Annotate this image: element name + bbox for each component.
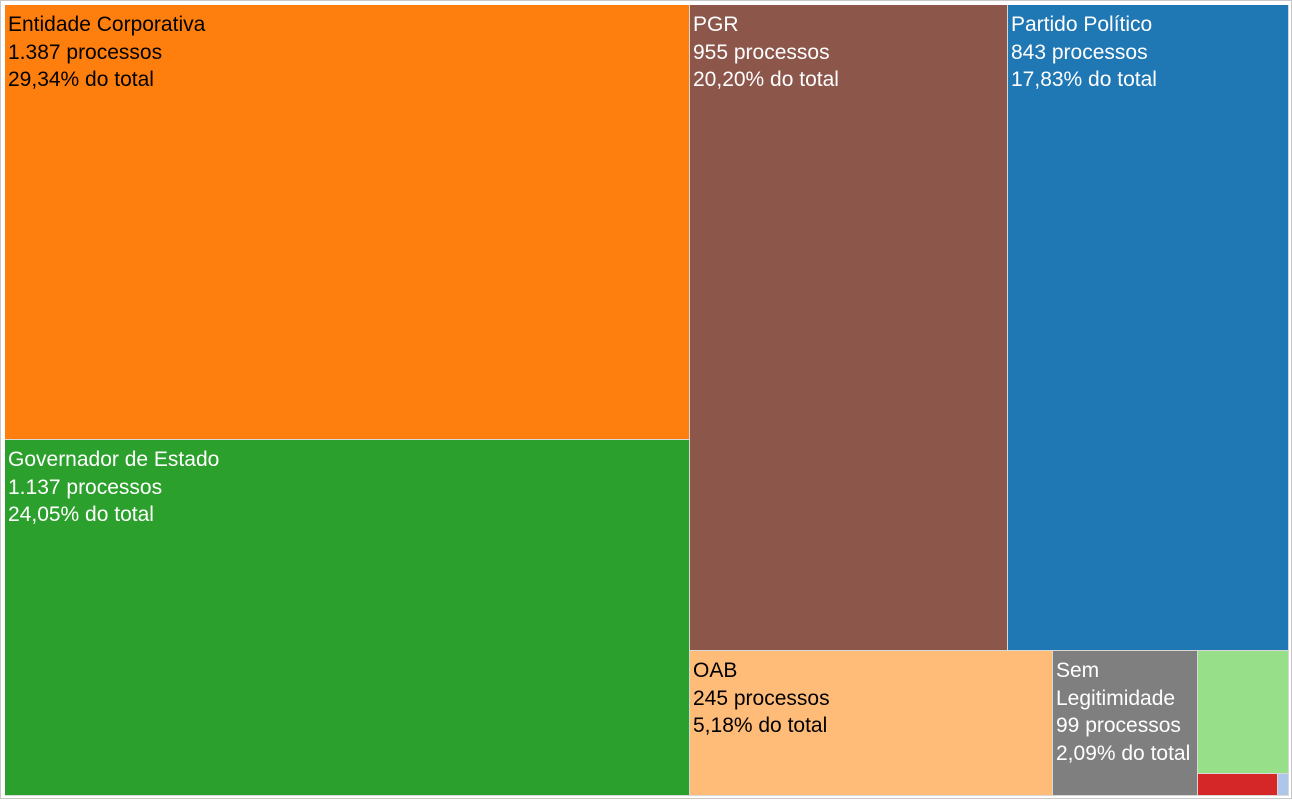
treemap-cell-partido-politico: Partido Político 843 processos 17,83% do t… [1008,5,1289,651]
cell-value: 843 processos [1011,40,1148,64]
cell-percent: 2,09% do total [1056,741,1191,765]
treemap-label: Entidade Corporativa 1.387 processos 29,34… [8,11,687,94]
cell-name: Governador de Estado [8,448,220,471]
treemap-cell-pgr: PGR 955 processos 20,20% do total [690,5,1008,651]
treemap-cell-governador-de-estado: Governador de Estado 1.137 processos 24,05… [5,440,690,796]
cell-name: Sem Legitimidade [1056,659,1176,710]
treemap-cell-9 [1278,774,1289,796]
cell-value: 99 processos [1056,714,1181,737]
treemap-cell-entidade-corporativa: Entidade Corporativa 1.387 processos 29,34… [5,5,690,440]
cell-percent: 20,20% do total [693,68,839,91]
cell-value: 245 processos [693,686,830,710]
cell-name: PGR [693,13,739,36]
treemap-cell-7 [1198,651,1289,774]
cell-percent: 29,34% do total [8,68,154,91]
treemap-cell-oab: OAB 245 processos 5,18% do total [690,651,1053,796]
treemap-cell-8 [1198,774,1278,796]
cell-value: 955 processos [693,40,830,64]
treemap-label: Governador de Estado 1.137 processos 24,05… [8,446,687,529]
cell-percent: 24,05% do total [8,503,154,526]
cell-percent: 17,83% do total [1011,68,1157,91]
cell-value: 1.137 processos [8,475,163,499]
cell-name: OAB [693,659,738,682]
treemap-label: OAB 245 processos 5,18% do total [693,657,1050,740]
cell-value: 1.387 processos [8,40,163,64]
cell-name: Entidade Corporativa [8,13,206,36]
cell-name: Partido Político [1011,13,1153,36]
cell-percent: 5,18% do total [693,714,828,737]
treemap-label: Partido Político 843 processos 17,83% do t… [1011,11,1286,94]
treemap-label: Sem Legitimidade 99 processos 2,09% do tot… [1056,657,1195,767]
treemap-cell-sem-legitimidade: Sem Legitimidade 99 processos 2,09% do tot… [1053,651,1198,796]
treemap-label: PGR 955 processos 20,20% do total [693,11,1005,94]
